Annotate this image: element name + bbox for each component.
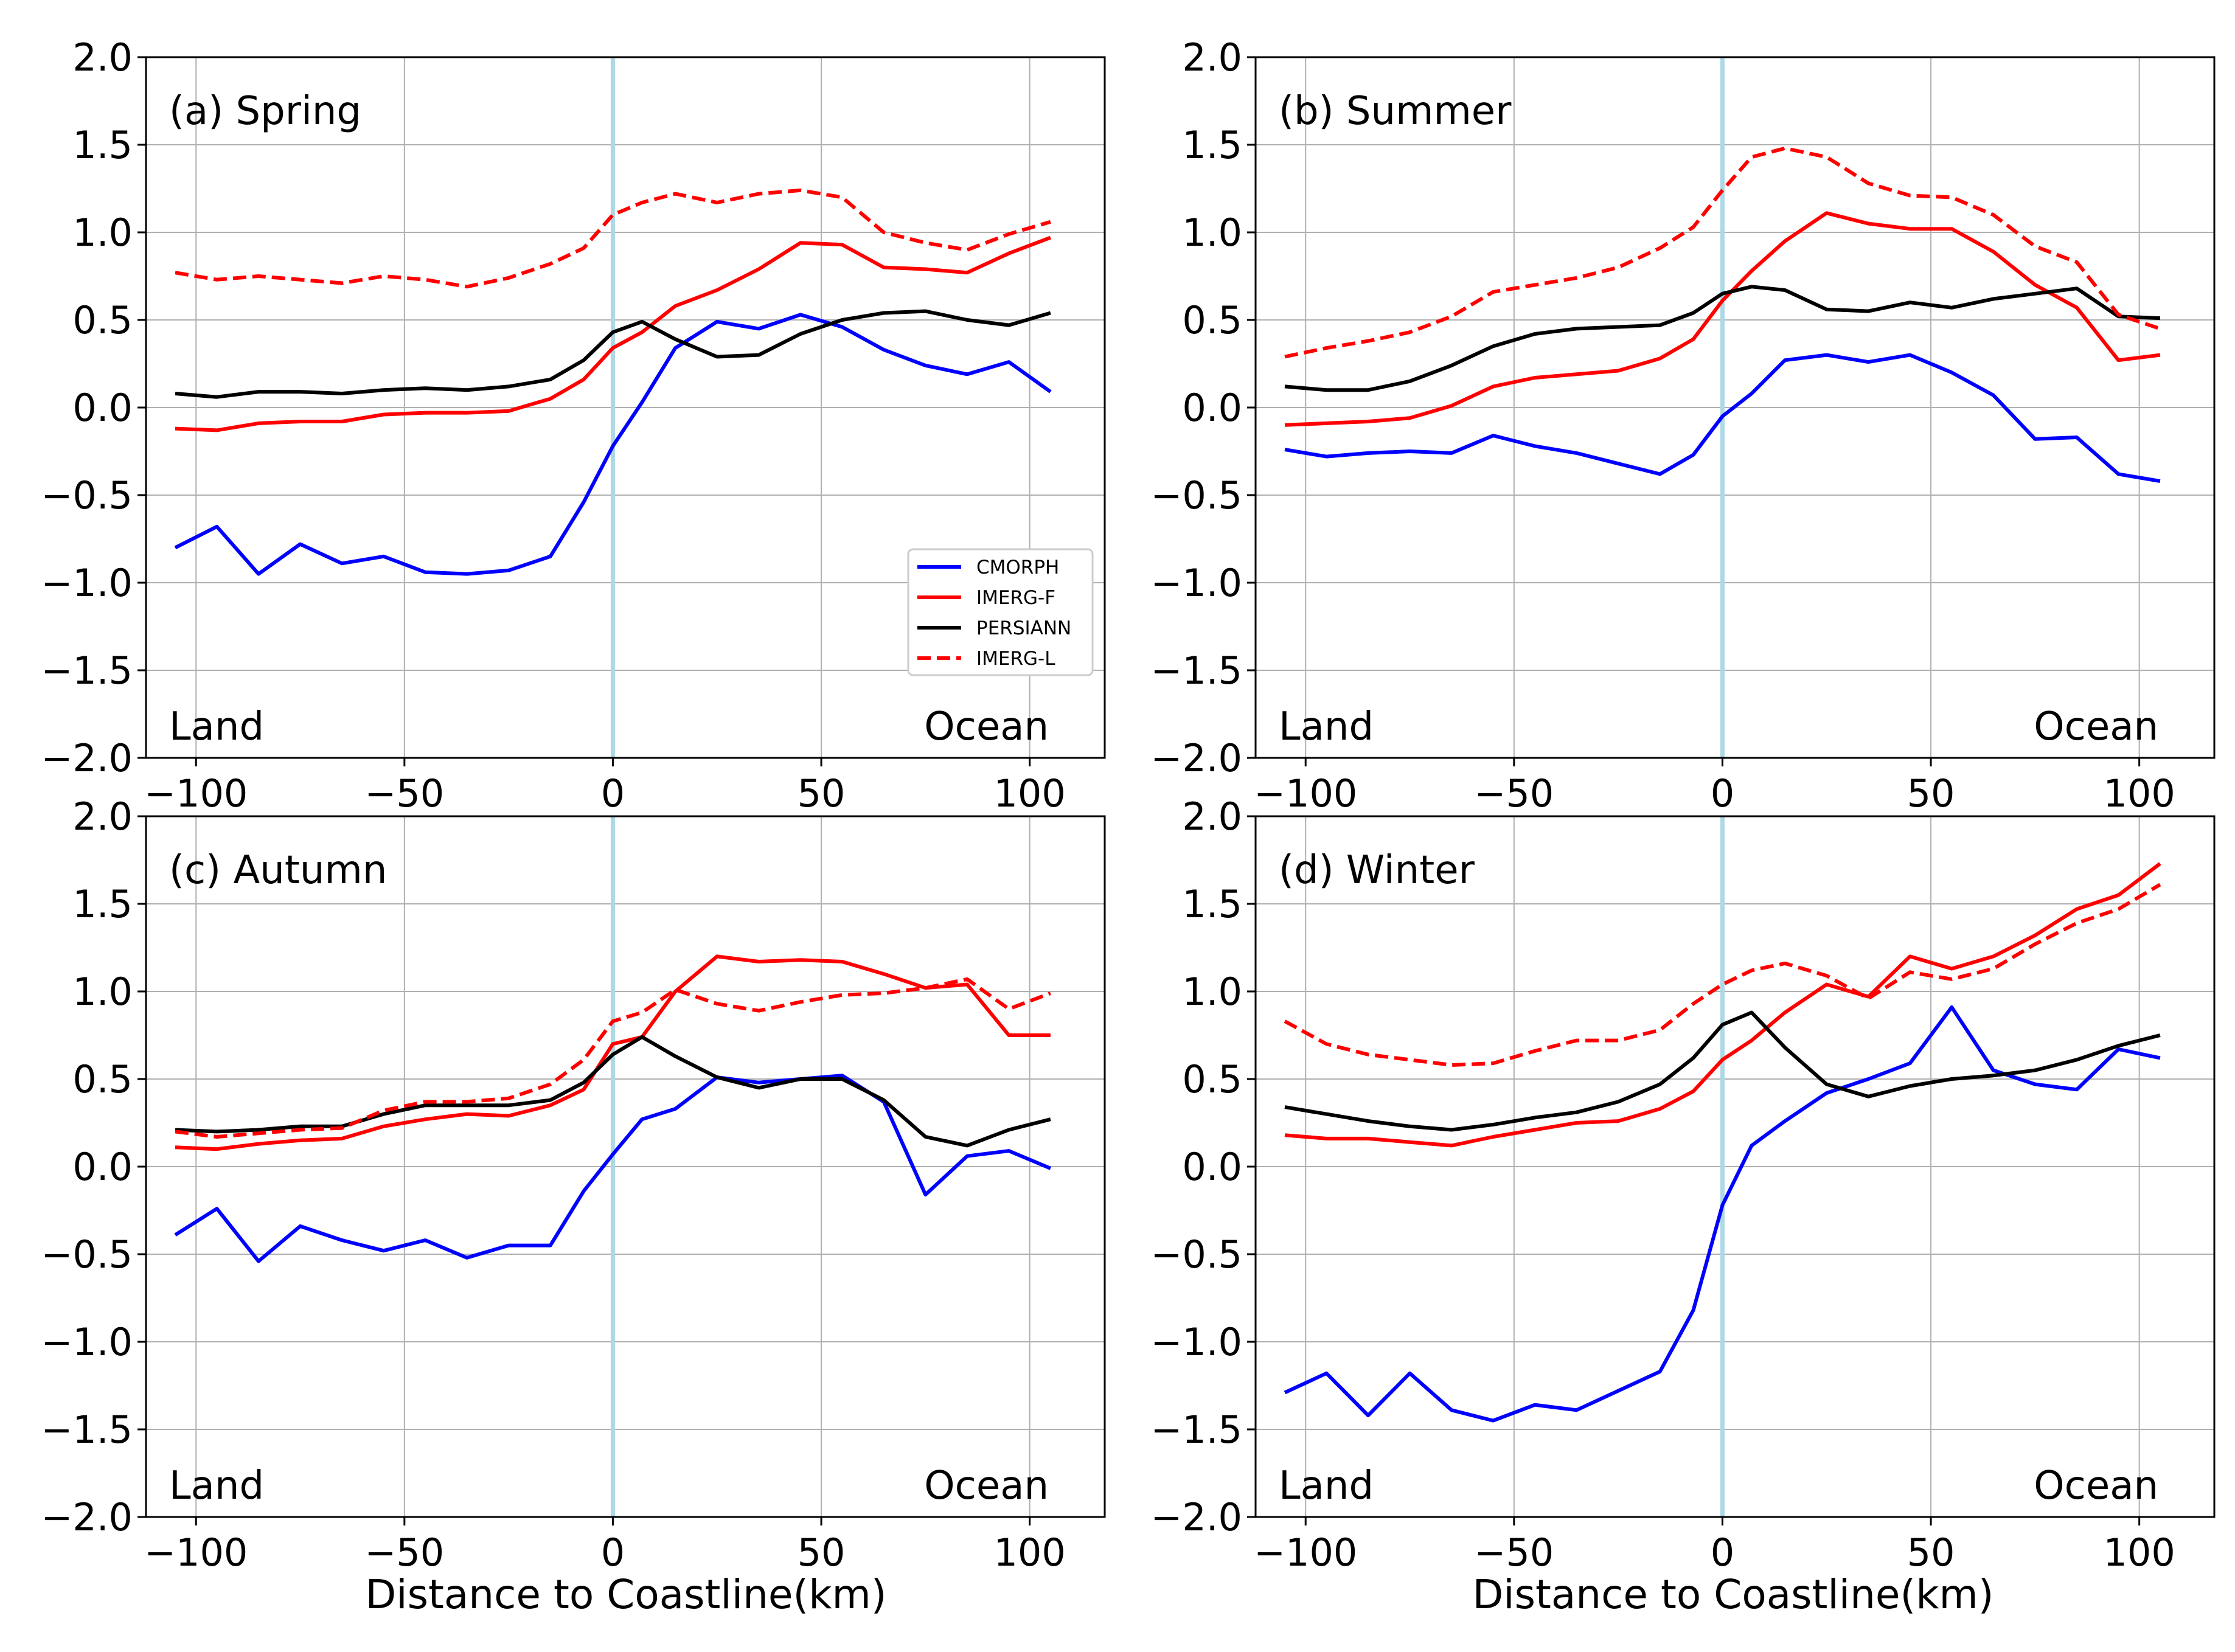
series-line-persiann: [1284, 1010, 2161, 1132]
y-tick-label: −2.0: [41, 1495, 133, 1539]
y-tick-label: −1.0: [1150, 1320, 1242, 1364]
x-tick-label: 0: [1711, 771, 1734, 816]
y-tick-label: −0.5: [1150, 1232, 1242, 1277]
series-line-persiann: [175, 309, 1051, 399]
series-line-imerg-f: [175, 954, 1051, 1151]
ocean-label: Ocean: [924, 1463, 1049, 1508]
y-tick-label: 2.0: [1182, 794, 1242, 839]
y-tick-label: −0.5: [1150, 473, 1242, 518]
y-tick-label: −2.0: [1150, 736, 1242, 780]
x-tick-label: −50: [1474, 1530, 1554, 1575]
series-line-imerg-f: [1284, 862, 2161, 1148]
x-tick-label: 100: [2103, 771, 2175, 816]
legend: CMORPH IMERG-F PERSIANN IMERG-L: [907, 548, 1094, 676]
y-tick-label: 0.0: [1182, 1145, 1242, 1189]
series-line-cmorph: [174, 1074, 1052, 1263]
x-axis-label-right: Distance to Coastline(km): [1472, 1571, 1993, 1618]
y-tick-label: 0.5: [1182, 298, 1242, 342]
y-tick-label: −0.5: [41, 1232, 133, 1277]
legend-frame: [907, 548, 1094, 676]
panel-title: (b) Summer: [1279, 89, 1512, 134]
panel-title: (a) Spring: [169, 89, 361, 134]
y-tick-label: −1.0: [41, 561, 133, 605]
panel-title: (c) Autumn: [169, 848, 387, 893]
legend-label-imerg-f: IMERG-F: [976, 587, 1055, 609]
series-line-imerg-f: [1284, 211, 2161, 427]
land-label: Land: [1279, 704, 1374, 749]
y-tick-label: 0.0: [1182, 386, 1242, 430]
x-tick-label: −50: [364, 771, 444, 816]
y-tick-label: 0.5: [1182, 1057, 1242, 1102]
panel-summer: −2.0 −1.5 −1.0 −0.5 0.0 0.5 1.0 1.5 2.0 −100 −50 0 5…: [1150, 35, 2216, 816]
x-tick-label: 100: [2103, 1530, 2175, 1575]
y-tick-label: 0.5: [72, 298, 133, 342]
y-tick-label: 0.0: [72, 1145, 133, 1189]
y-tick-label: 1.0: [72, 210, 133, 255]
series-line-imerg-l: [1284, 146, 2161, 359]
y-tick-label: −1.5: [41, 1407, 133, 1452]
panel-autumn: −2.0 −1.5 −1.0 −0.5 0.0 0.5 1.0 1.5 2.0 −100 −50 0 5…: [41, 794, 1106, 1575]
x-tick-label: 0: [1711, 1530, 1734, 1575]
y-tick-label: 1.5: [72, 882, 133, 926]
panel-spring: −2.0 −1.5 −1.0 −0.5 0.0 0.5 1.0 1.5 2.0 −100 −50 0 5…: [41, 35, 1106, 816]
y-tick-label: 0.5: [72, 1057, 133, 1102]
y-tick-label: −1.0: [41, 1320, 133, 1364]
ocean-label: Ocean: [2034, 1463, 2158, 1508]
land-label: Land: [1279, 1463, 1374, 1508]
y-tick-label: −0.5: [41, 473, 133, 518]
x-tick-label: 0: [601, 1530, 625, 1575]
y-tick-label: 2.0: [72, 35, 133, 80]
land-label: Land: [169, 704, 264, 749]
y-tick-label: 2.0: [1182, 35, 1242, 80]
x-tick-label: 50: [798, 1530, 846, 1575]
legend-label-imerg-l: IMERG-L: [976, 648, 1055, 670]
y-tick-label: 1.0: [1182, 210, 1242, 255]
series-line-imerg-l: [1284, 883, 2161, 1067]
series-line-imerg-f: [175, 235, 1051, 432]
y-tick-label: −1.5: [1150, 1407, 1242, 1452]
y-tick-label: −1.5: [1150, 648, 1242, 693]
x-tick-label: −100: [1254, 1530, 1357, 1575]
x-tick-label: 0: [601, 771, 625, 816]
land-label: Land: [169, 1463, 264, 1508]
x-tick-label: 50: [1907, 1530, 1955, 1575]
panel-title: (d) Winter: [1279, 848, 1475, 893]
y-tick-label: 1.5: [1182, 123, 1242, 167]
x-tick-label: 100: [993, 1530, 1065, 1575]
y-tick-label: −2.0: [1150, 1495, 1242, 1539]
y-tick-label: −1.5: [41, 648, 133, 693]
x-tick-label: −100: [144, 771, 248, 816]
legend-label-persiann: PERSIANN: [976, 617, 1071, 639]
x-tick-label: 50: [798, 771, 846, 816]
y-tick-label: 1.0: [72, 970, 133, 1014]
y-tick-label: 1.5: [72, 123, 133, 167]
x-tick-label: −100: [1254, 771, 1357, 816]
x-tick-label: −100: [144, 1530, 248, 1575]
x-tick-label: −50: [1474, 771, 1554, 816]
x-tick-label: −50: [364, 1530, 444, 1575]
x-axis-label-left: Distance to Coastline(km): [365, 1571, 886, 1618]
series-line-imerg-l: [175, 977, 1051, 1139]
series-line-cmorph: [174, 313, 1052, 576]
series-line-persiann: [175, 1035, 1051, 1148]
y-tick-label: 2.0: [72, 794, 133, 839]
series-line-cmorph: [1284, 353, 2161, 483]
y-tick-label: −2.0: [41, 736, 133, 780]
panel-winter: −2.0 −1.5 −1.0 −0.5 0.0 0.5 1.0 1.5 2.0 −100 −50 0 5…: [1150, 794, 2216, 1575]
x-tick-label: 100: [993, 771, 1065, 816]
legend-label-cmorph: CMORPH: [976, 557, 1059, 578]
y-tick-label: 0.0: [72, 386, 133, 430]
series-line-persiann: [1284, 285, 2161, 392]
series-line-imerg-l: [175, 188, 1051, 289]
ocean-label: Ocean: [924, 704, 1049, 749]
y-tick-label: 1.0: [1182, 970, 1242, 1014]
ocean-label: Ocean: [2034, 704, 2158, 749]
y-tick-label: −1.0: [1150, 561, 1242, 605]
x-tick-label: 50: [1907, 771, 1955, 816]
y-tick-label: 1.5: [1182, 882, 1242, 926]
